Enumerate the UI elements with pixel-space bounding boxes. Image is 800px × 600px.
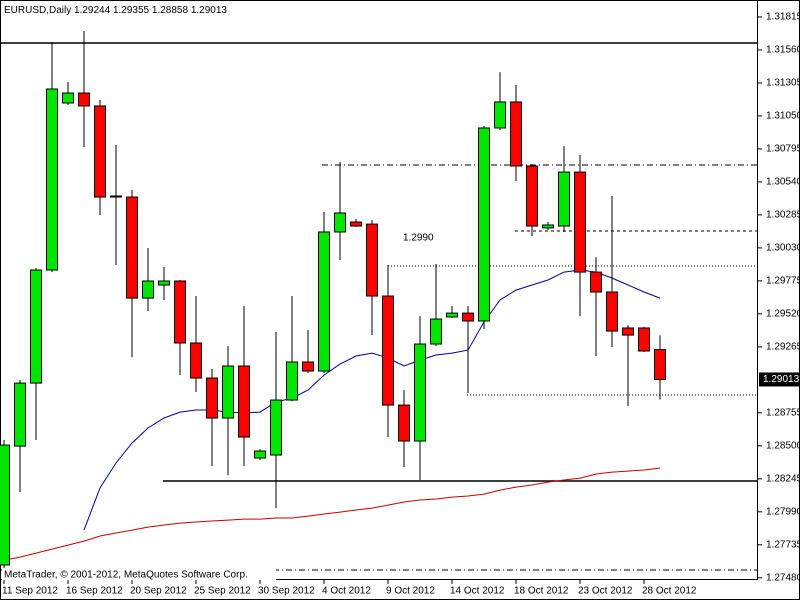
candle-body [558, 171, 570, 227]
candle-body [254, 450, 266, 459]
x-tick-label: 9 Oct 2012 [386, 586, 435, 597]
candle-body [62, 92, 74, 104]
candle-body [654, 349, 666, 380]
current-price: 1.29013 [763, 374, 800, 385]
annotation: 1.2990 [403, 233, 434, 244]
moving-average [83, 269, 661, 531]
y-tick-label: 1.30540 [766, 177, 800, 188]
candle-body [606, 291, 618, 332]
candle-body [190, 342, 202, 379]
x-tick-label: 4 Oct 2012 [322, 586, 371, 597]
candle-body [158, 280, 170, 286]
candle-body [14, 382, 26, 447]
candle-body [542, 224, 554, 229]
watermark: MetaTrader, © 2001-2012, MetaQuotes Soft… [4, 570, 248, 581]
candle-body [126, 196, 138, 299]
y-tick-label: 1.31050 [766, 111, 800, 122]
candle-body [78, 92, 90, 107]
candle-body [302, 361, 314, 372]
x-tick-label: 18 Oct 2012 [514, 586, 569, 597]
last-close: 1.29013 [191, 5, 228, 16]
candle-body [622, 327, 634, 336]
candle-body [478, 127, 490, 322]
y-tick-label: 1.31815 [766, 12, 800, 23]
symbol: EURUSD,Daily [4, 5, 71, 16]
x-tick-label: 14 Oct 2012 [450, 586, 505, 597]
candle-body [446, 312, 458, 318]
y-tick-label: 1.27990 [766, 506, 800, 517]
candle-body [206, 377, 218, 419]
y-tick-label: 1.31560 [766, 45, 800, 56]
x-tick-label: 11 Sep 2012 [2, 586, 58, 597]
x-tick-label: 28 Oct 2012 [642, 586, 697, 597]
moving-average [3, 467, 661, 561]
y-tick-label: 1.31305 [766, 78, 800, 89]
candle-body [30, 269, 42, 384]
y-tick-label: 1.29775 [766, 276, 800, 287]
candle-body [430, 318, 442, 345]
candle-body [638, 327, 650, 352]
candle-body [574, 171, 586, 273]
candle-body [270, 399, 282, 456]
candle-body [174, 280, 186, 344]
candle-body [382, 295, 394, 406]
watermark-bg [2, 568, 276, 580]
candle-body [238, 365, 250, 438]
candle-body [286, 361, 298, 401]
candle-body [398, 404, 410, 442]
y-tick-label: 1.29520 [766, 309, 800, 320]
candle-body [46, 88, 58, 271]
last-open: 1.29244 [74, 5, 111, 16]
x-tick-label: 20 Sep 2012 [130, 586, 187, 597]
y-tick-label: 1.30030 [766, 243, 800, 254]
y-tick-label: 1.29265 [766, 342, 800, 353]
candle-body [0, 444, 10, 566]
x-tick-label: 16 Sep 2012 [66, 586, 123, 597]
candle-body [94, 105, 106, 198]
y-tick-label: 1.30285 [766, 210, 800, 221]
candle-body [142, 280, 154, 299]
last-high: 1.29355 [113, 5, 150, 16]
x-tick-label: 25 Sep 2012 [194, 586, 251, 597]
candle-body [494, 101, 506, 129]
last-low: 1.28858 [152, 5, 189, 16]
x-tick-label: 23 Oct 2012 [578, 586, 633, 597]
chart-title: EURUSD,Daily 1.29244 1.29355 1.28858 1.2… [4, 5, 227, 16]
candle-body [414, 343, 426, 442]
candle-body [526, 165, 538, 227]
y-tick-label: 1.27735 [766, 539, 800, 550]
y-tick-label: 1.30795 [766, 144, 800, 155]
y-tick-label: 1.27480 [766, 572, 800, 583]
candle-body [510, 101, 522, 167]
price-box [759, 372, 800, 387]
candle-body [222, 365, 234, 419]
candle-body [318, 231, 330, 372]
candle-body [462, 312, 474, 322]
candle-body [590, 271, 602, 293]
y-tick-label: 1.28755 [766, 407, 800, 418]
candle-body [110, 195, 122, 198]
x-tick-label: 30 Sep 2012 [258, 586, 315, 597]
candle-body [350, 221, 362, 227]
y-tick-label: 1.28500 [766, 440, 800, 451]
candle-body [366, 223, 378, 297]
plot-border [0, 0, 758, 580]
y-tick-label: 1.28245 [766, 473, 800, 484]
candle-body [334, 212, 346, 233]
